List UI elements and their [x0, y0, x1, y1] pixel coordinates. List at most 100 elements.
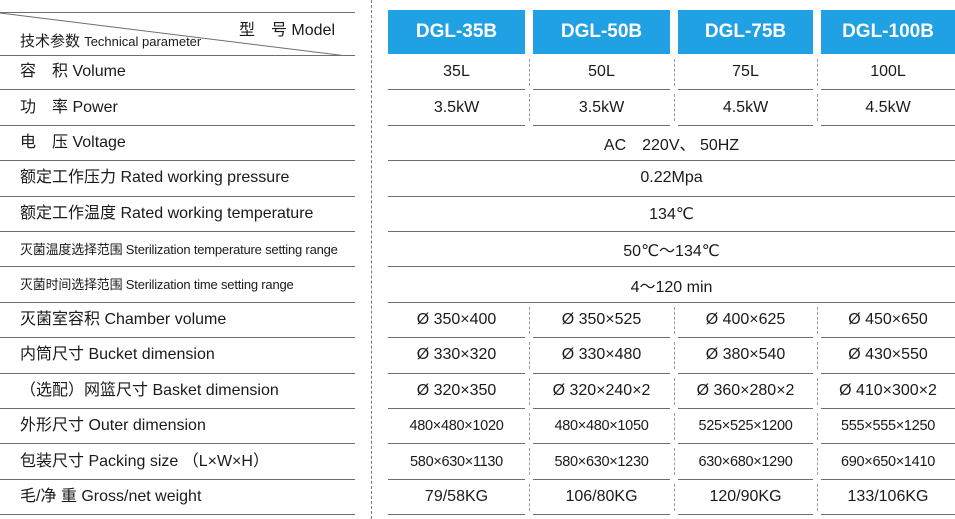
parameter-row: 容 积 Volume [0, 55, 355, 91]
parameter-row: 毛/净 重 Gross/net weight [0, 480, 355, 516]
value-cell: 106/80KG [533, 480, 670, 516]
parameter-label: 容 积 Volume [20, 63, 126, 81]
model-label: 型 号 Model [238, 22, 335, 39]
tech-label-zh: 技术参数 [20, 33, 81, 50]
value-row: 4～120 min [388, 267, 955, 303]
value-cell: 79/58KG [388, 480, 525, 516]
parameter-label: 灭菌温度选择范围 Sterilization temperature setti… [20, 241, 338, 257]
parameter-row: 灭菌时间选择范围 Sterilization time setting rang… [0, 267, 355, 303]
value-cell: 480×480×1020 [388, 409, 525, 445]
value-cell: Ø 350×525 [533, 303, 670, 339]
parameter-row: 外形尺寸 Outer dimension [0, 409, 355, 445]
parameter-label: 灭菌室容积 Chamber volume [20, 310, 227, 328]
value-cell: 555×555×1250 [821, 409, 955, 445]
value-cell: Ø 330×320 [388, 338, 525, 374]
value-cell: Ø 430×550 [821, 338, 955, 374]
column-separator [674, 306, 675, 334]
header-corner-cell: 型 号 Model 技术参数 Technical parameter [0, 12, 355, 56]
value-row: AC 220V、 50HZ [388, 126, 955, 162]
value-row: 0.22Mpa [388, 161, 955, 197]
column-separator [529, 59, 530, 86]
value-cell: Ø 360×280×2 [678, 374, 813, 409]
value-row: 134℃ [388, 197, 955, 232]
parameter-label: 内筒尺寸 Bucket dimension [20, 346, 215, 364]
merged-value-cell: 0.22Mpa [388, 161, 955, 197]
merged-value-cell: 50℃～134℃ [388, 232, 955, 268]
column-separator [817, 483, 818, 511]
value-cell: Ø 410×300×2 [821, 374, 955, 409]
value-cell: 525×525×1200 [678, 409, 813, 445]
model-header-dgl-100b: DGL-100B [821, 10, 955, 54]
value-cell: Ø 320×350 [388, 374, 525, 409]
parameter-label: 毛/净 重 Gross/net weight [20, 487, 202, 505]
value-row: 35L 50L 75L 100L [388, 55, 955, 91]
parameter-label: 功 率 Power [20, 98, 118, 116]
value-cell: 120/90KG [678, 480, 813, 516]
column-separator [817, 306, 818, 334]
merged-value-cell: AC 220V、 50HZ [388, 126, 955, 162]
parameter-label: 灭菌时间选择范围 Sterilization time setting rang… [20, 277, 294, 293]
column-separator [817, 59, 818, 86]
value-cell: Ø 450×650 [821, 303, 955, 339]
parameter-row: 功 率 Power [0, 90, 355, 126]
value-cell: 4.5kW [821, 90, 955, 126]
value-cell: Ø 350×400 [388, 303, 525, 339]
parameter-label: 包装尺寸 Packing size （L×W×H） [20, 452, 269, 470]
merged-value-cell: 134℃ [388, 197, 955, 232]
column-separator [674, 448, 675, 476]
column-separator [529, 306, 530, 334]
value-cell: 50L [533, 55, 670, 91]
value-row: Ø 320×350 Ø 320×240×2 Ø 360×280×2 Ø 410×300… [388, 374, 955, 409]
value-row: 79/58KG 106/80KG 120/90KG 133/106KG [388, 480, 955, 516]
value-row: 580×630×1130 580×630×1230 630×680×1290 690×… [388, 444, 955, 480]
value-cell: 75L [678, 55, 813, 91]
value-cell: 4.5kW [678, 90, 813, 126]
technical-parameter-label: 技术参数 Technical parameter [20, 30, 201, 51]
parameter-row: （选配）网篮尺寸 Basket dimension [0, 374, 355, 409]
value-cell: 100L [821, 55, 955, 91]
value-row: Ø 350×400 Ø 350×525 Ø 400×625 Ø 450×650 [388, 303, 955, 339]
parameter-label: 额定工作压力 Rated working pressure [20, 169, 290, 187]
value-row: 480×480×1020 480×480×1050 525×525×1200 555×… [388, 409, 955, 445]
tech-label-en: Technical parameter [84, 34, 202, 49]
column-separator [529, 483, 530, 511]
model-header-dgl-35b: DGL-35B [388, 10, 525, 54]
value-cell: 3.5kW [533, 90, 670, 126]
parameter-row: 灭菌室容积 Chamber volume [0, 303, 355, 339]
column-separator [529, 342, 530, 370]
column-separator [674, 342, 675, 370]
column-separator [817, 448, 818, 476]
column-separator [674, 377, 675, 405]
merged-value-cell: 4～120 min [388, 267, 955, 303]
parameter-label: 电 压 Voltage [20, 133, 126, 151]
value-cell: 580×630×1230 [533, 444, 670, 480]
value-cell: 35L [388, 55, 525, 91]
parameter-row: 包装尺寸 Packing size （L×W×H） [0, 444, 355, 480]
column-divider [371, 0, 372, 519]
column-separator [529, 413, 530, 440]
value-cell: 630×680×1290 [678, 444, 813, 480]
column-separator [817, 377, 818, 405]
value-cell: 133/106KG [821, 480, 955, 516]
value-row: Ø 330×320 Ø 330×480 Ø 380×540 Ø 430×550 [388, 338, 955, 374]
value-cell: 580×630×1130 [388, 444, 525, 480]
column-separator [529, 377, 530, 405]
value-cell: Ø 320×240×2 [533, 374, 670, 409]
value-cell: 690×650×1410 [821, 444, 955, 480]
parameter-label: 外形尺寸 Outer dimension [20, 417, 206, 435]
value-cell: Ø 400×625 [678, 303, 813, 339]
parameter-row: 电 压 Voltage [0, 126, 355, 162]
value-cell: Ø 330×480 [533, 338, 670, 374]
parameter-label: 额定工作温度 Rated working temperature [20, 204, 314, 222]
parameter-label: （选配）网篮尺寸 Basket dimension [20, 381, 279, 399]
column-separator [529, 94, 530, 122]
model-header-dgl-75b: DGL-75B [678, 10, 813, 54]
diagonal-line [0, 13, 343, 55]
column-separator [529, 448, 530, 476]
parameter-row: 灭菌温度选择范围 Sterilization temperature setti… [0, 232, 355, 268]
parameter-row: 额定工作压力 Rated working pressure [0, 161, 355, 197]
value-row: 3.5kW 3.5kW 4.5kW 4.5kW [388, 90, 955, 126]
model-header-dgl-50b: DGL-50B [533, 10, 670, 54]
column-separator [817, 94, 818, 122]
column-separator [817, 342, 818, 370]
